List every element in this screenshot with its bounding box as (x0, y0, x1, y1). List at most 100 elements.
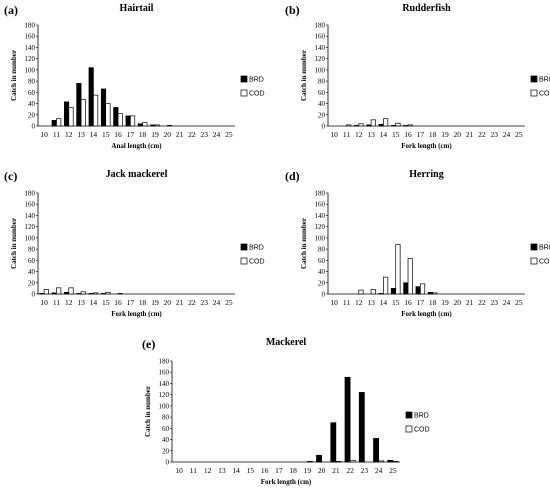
bar-cod-14 (383, 276, 389, 295)
bar-brd-22 (344, 376, 351, 463)
x-tick-label: 12 (355, 130, 363, 139)
x-tick-label: 11 (53, 130, 60, 139)
legend-label-cod: COD (249, 91, 265, 98)
x-tick-label: 17 (417, 298, 425, 307)
bar-cod-16 (117, 293, 123, 295)
chart-title: Herring (409, 169, 443, 180)
x-tick-label: 13 (77, 298, 85, 307)
bar-cod-20 (166, 125, 173, 127)
y-tick-label: 160 (25, 201, 36, 209)
y-tick-label: 120 (25, 223, 36, 231)
chart-panel-4: (d) Herring 0 20 40 60 80 100 120 140 160 180 10 11 12… (285, 169, 550, 318)
y-axis-label: Catch in number (300, 50, 308, 101)
bar-brd-14 (88, 67, 94, 127)
bar-cod-22 (349, 459, 356, 463)
legend-swatch-brd (240, 243, 248, 251)
x-tick-label: 22 (188, 130, 196, 139)
bar-cod-14 (93, 292, 99, 295)
x-tick-label: 13 (367, 298, 375, 307)
x-tick-label: 25 (225, 130, 233, 139)
bar-cod-17 (129, 115, 136, 127)
y-tick-label: 60 (28, 257, 36, 265)
x-axis-label: Fork length (cm) (111, 310, 162, 318)
legend-swatch-cod (530, 257, 538, 265)
y-tick-label: 60 (318, 257, 326, 265)
y-tick-label: 100 (315, 66, 326, 74)
x-tick-label: 20 (164, 298, 172, 307)
x-tick-label: 18 (429, 130, 437, 139)
x-tick-label: 18 (289, 466, 297, 475)
x-tick-label: 10 (40, 130, 48, 139)
bar-cod-14 (383, 118, 389, 127)
legend-label-brd: BRD (539, 77, 550, 84)
bar-brd-18 (137, 123, 144, 127)
x-tick-label: 22 (346, 466, 354, 475)
x-tick-label: 11 (343, 298, 350, 307)
x-tick-label: 14 (90, 298, 98, 307)
y-tick-label: 160 (25, 33, 36, 41)
x-tick-label: 17 (127, 130, 135, 139)
x-tick-label: 17 (127, 298, 135, 307)
bar-cod-21 (335, 461, 342, 463)
bar-cod-24 (378, 460, 385, 463)
panel-label: (b) (285, 3, 300, 17)
x-tick-label: 20 (454, 130, 462, 139)
x-tick-label: 18 (139, 130, 147, 139)
y-axis-label: Catch in number (300, 218, 308, 269)
legend-swatch-cod (240, 89, 248, 97)
x-tick-label: 17 (417, 130, 425, 139)
y-tick-label: 120 (25, 55, 36, 63)
y-tick-label: 40 (28, 268, 36, 276)
x-tick-label: 15 (102, 130, 110, 139)
x-tick-label: 13 (367, 130, 375, 139)
x-tick-label: 23 (361, 466, 369, 475)
bar-cod-10 (43, 289, 49, 295)
bar-brd-13 (366, 124, 372, 127)
y-tick-label: 120 (159, 391, 170, 399)
y-tick-label: 140 (25, 44, 36, 52)
x-tick-label: 10 (330, 130, 338, 139)
bar-brd-18 (427, 291, 434, 295)
x-tick-label: 12 (65, 130, 73, 139)
bar-brd-15 (390, 125, 397, 127)
bar-cod-15 (105, 291, 111, 295)
bar-cod-12 (358, 289, 364, 295)
chart-panel-5: (e) Mackerel 0 20 40 60 80 100 120 140 160 180 10 11 1… (142, 337, 430, 486)
bar-cod-18 (432, 292, 438, 295)
y-tick-label: 140 (315, 44, 326, 52)
x-tick-label: 24 (213, 298, 221, 307)
y-tick-label: 80 (28, 78, 36, 86)
x-tick-label: 25 (515, 130, 523, 139)
y-tick-label: 120 (315, 223, 326, 231)
x-axis-label: Anal length (cm) (111, 142, 162, 150)
x-tick-label: 21 (176, 130, 184, 139)
bar-cod-13 (80, 291, 86, 295)
chart-title: Jack mackerel (106, 169, 168, 180)
x-tick-label: 22 (478, 130, 486, 139)
y-tick-label: 0 (32, 123, 36, 131)
y-tick-label: 180 (315, 22, 326, 30)
legend-label-cod: COD (539, 91, 550, 98)
x-tick-label: 10 (330, 298, 338, 307)
y-tick-label: 80 (318, 78, 326, 86)
y-tick-label: 100 (25, 234, 36, 242)
bar-cod-12 (68, 287, 74, 295)
legend-swatch-brd (405, 411, 413, 419)
x-tick-label: 18 (139, 298, 147, 307)
x-tick-label: 21 (466, 130, 474, 139)
x-tick-label: 16 (114, 130, 122, 139)
x-tick-label: 12 (65, 298, 73, 307)
y-tick-label: 20 (318, 111, 326, 119)
x-tick-label: 22 (188, 298, 196, 307)
x-tick-label: 21 (466, 298, 474, 307)
bar-cod-15 (395, 244, 401, 295)
y-tick-label: 100 (159, 402, 170, 410)
bar-brd-16 (113, 107, 119, 127)
y-tick-label: 80 (318, 246, 326, 254)
legend-swatch-brd (530, 75, 538, 83)
legend-label-brd: BRD (539, 245, 550, 252)
x-tick-label: 23 (490, 130, 498, 139)
x-tick-label: 24 (213, 130, 221, 139)
y-tick-label: 120 (315, 55, 326, 63)
x-tick-label: 23 (200, 298, 208, 307)
